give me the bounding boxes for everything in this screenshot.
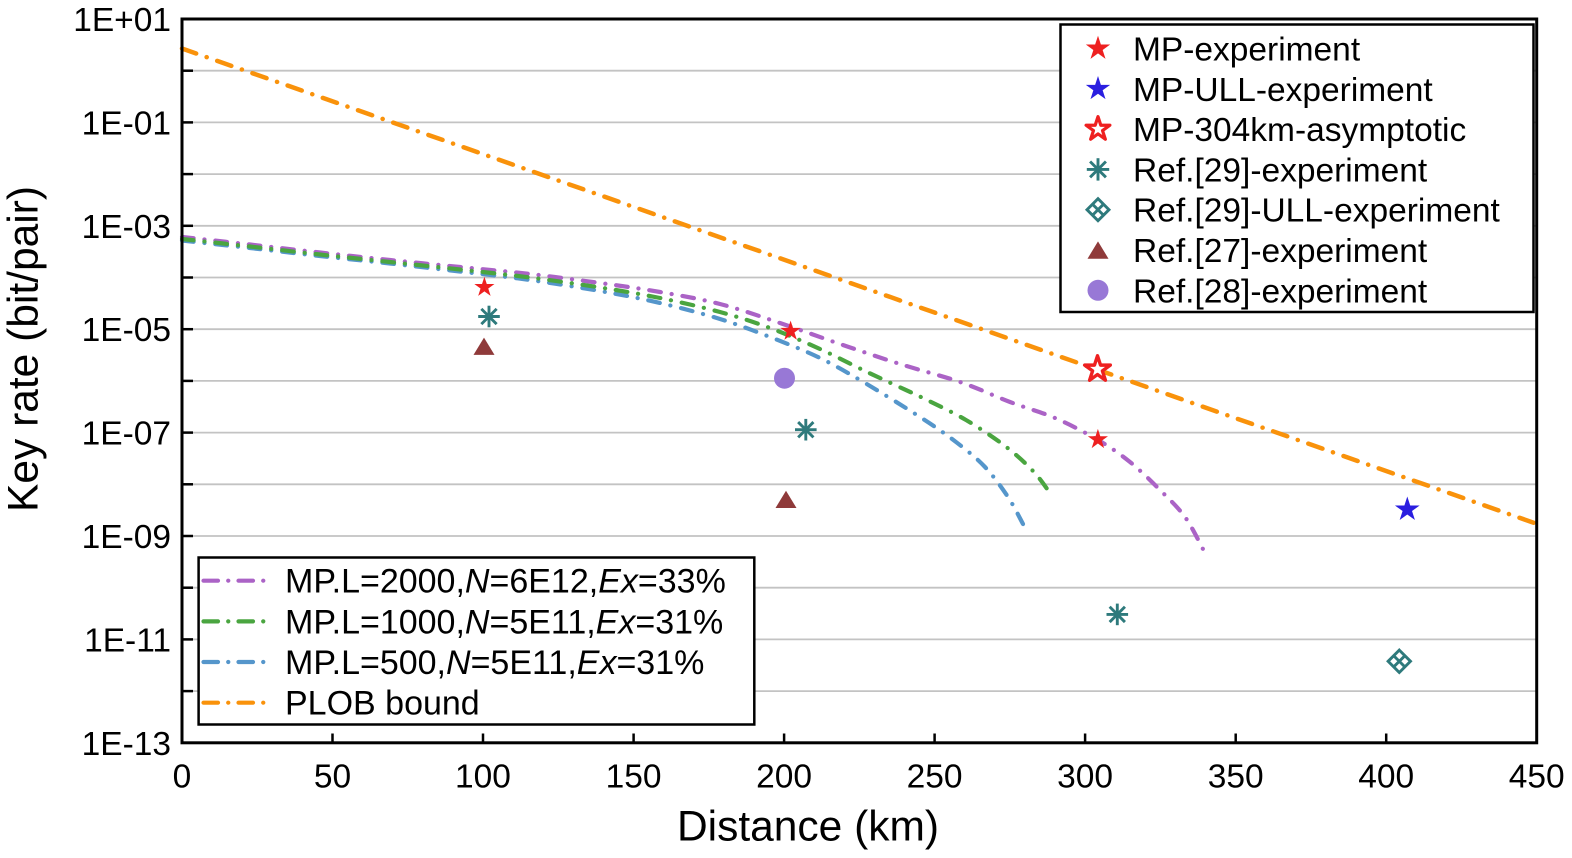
svg-text:150: 150 xyxy=(606,759,662,796)
svg-text:300: 300 xyxy=(1057,759,1113,796)
svg-text:MP-304km-asymptotic: MP-304km-asymptotic xyxy=(1133,112,1466,149)
svg-text:MP-experiment: MP-experiment xyxy=(1133,32,1361,69)
svg-text:1E+01: 1E+01 xyxy=(73,2,171,39)
svg-text:450: 450 xyxy=(1509,759,1565,796)
svg-text:200: 200 xyxy=(756,759,812,796)
svg-text:1E-03: 1E-03 xyxy=(82,209,171,246)
svg-text:1E-05: 1E-05 xyxy=(82,312,171,349)
svg-text:MP.L=500,N=5E11,Ex=31%: MP.L=500,N=5E11,Ex=31% xyxy=(285,644,704,682)
svg-text:Key rate (bit/pair): Key rate (bit/pair) xyxy=(1,186,48,512)
svg-text:Ref.[27]-experiment: Ref.[27]-experiment xyxy=(1133,233,1428,270)
svg-text:250: 250 xyxy=(907,759,963,796)
svg-text:PLOB bound: PLOB bound xyxy=(285,685,480,723)
svg-text:Ref.[28]-experiment: Ref.[28]-experiment xyxy=(1133,273,1428,310)
svg-text:MP.L=1000,N=5E11,Ex=31%: MP.L=1000,N=5E11,Ex=31% xyxy=(285,603,723,641)
svg-text:400: 400 xyxy=(1358,759,1414,796)
svg-text:1E-01: 1E-01 xyxy=(82,105,171,142)
svg-text:Ref.[29]-experiment: Ref.[29]-experiment xyxy=(1133,152,1428,189)
svg-text:350: 350 xyxy=(1208,759,1264,796)
svg-text:MP.L=2000,N=6E12,Ex=33%: MP.L=2000,N=6E12,Ex=33% xyxy=(285,563,726,601)
svg-text:1E-09: 1E-09 xyxy=(82,519,171,556)
svg-text:Distance (km): Distance (km) xyxy=(677,804,939,851)
svg-text:50: 50 xyxy=(314,759,351,796)
svg-text:Ref.[29]-ULL-experiment: Ref.[29]-ULL-experiment xyxy=(1133,193,1500,230)
svg-text:0: 0 xyxy=(173,759,192,796)
svg-text:100: 100 xyxy=(455,759,511,796)
svg-text:1E-13: 1E-13 xyxy=(82,726,171,763)
svg-text:MP-ULL-experiment: MP-ULL-experiment xyxy=(1133,72,1433,109)
svg-text:1E-07: 1E-07 xyxy=(82,416,171,453)
svg-text:1E-11: 1E-11 xyxy=(84,622,171,659)
